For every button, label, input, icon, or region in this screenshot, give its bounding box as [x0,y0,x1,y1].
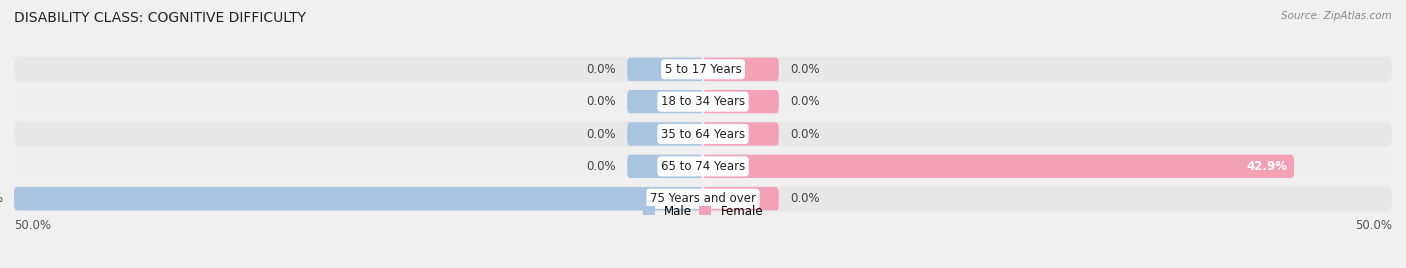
FancyBboxPatch shape [14,57,1392,82]
Text: 0.0%: 0.0% [586,160,616,173]
FancyBboxPatch shape [703,122,779,146]
Text: 42.9%: 42.9% [1246,160,1288,173]
FancyBboxPatch shape [703,58,779,81]
Text: DISABILITY CLASS: COGNITIVE DIFFICULTY: DISABILITY CLASS: COGNITIVE DIFFICULTY [14,11,307,25]
Text: 50.0%: 50.0% [1355,219,1392,232]
Text: 75 Years and over: 75 Years and over [650,192,756,205]
FancyBboxPatch shape [703,187,779,210]
Text: 50.0%: 50.0% [0,192,3,205]
Text: 0.0%: 0.0% [790,128,820,140]
FancyBboxPatch shape [627,122,703,146]
Text: 65 to 74 Years: 65 to 74 Years [661,160,745,173]
Legend: Male, Female: Male, Female [638,200,768,222]
FancyBboxPatch shape [703,90,779,113]
Text: 0.0%: 0.0% [790,192,820,205]
Text: 0.0%: 0.0% [790,95,820,108]
FancyBboxPatch shape [14,187,703,210]
FancyBboxPatch shape [14,89,1392,114]
Text: 0.0%: 0.0% [790,63,820,76]
Text: 35 to 64 Years: 35 to 64 Years [661,128,745,140]
FancyBboxPatch shape [14,186,1392,211]
Text: 0.0%: 0.0% [586,95,616,108]
Text: 0.0%: 0.0% [586,63,616,76]
FancyBboxPatch shape [627,155,703,178]
Text: Source: ZipAtlas.com: Source: ZipAtlas.com [1281,11,1392,21]
FancyBboxPatch shape [14,121,1392,147]
FancyBboxPatch shape [703,155,1294,178]
FancyBboxPatch shape [627,58,703,81]
Text: 50.0%: 50.0% [14,219,51,232]
Text: 0.0%: 0.0% [586,128,616,140]
FancyBboxPatch shape [627,90,703,113]
FancyBboxPatch shape [14,154,1392,179]
Text: 5 to 17 Years: 5 to 17 Years [665,63,741,76]
Text: 18 to 34 Years: 18 to 34 Years [661,95,745,108]
